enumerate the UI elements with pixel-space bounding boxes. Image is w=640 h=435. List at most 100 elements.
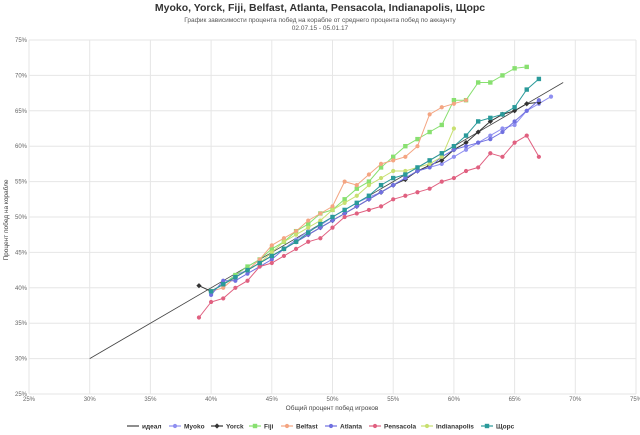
data-point [403, 168, 408, 174]
data-point [415, 144, 420, 149]
series-layer [89, 64, 564, 359]
data-point [475, 119, 481, 124]
legend-label: идеал [142, 423, 161, 430]
series-8-series [208, 76, 542, 294]
series-line [210, 99, 540, 296]
legend-label: Belfast [296, 423, 319, 430]
data-point [415, 165, 420, 170]
data-point [488, 115, 493, 121]
data-point [463, 98, 469, 103]
legend-item[interactable]: идеал [127, 423, 161, 430]
data-point [366, 207, 372, 213]
data-point [427, 112, 432, 117]
legend-swatch-marker [284, 423, 290, 429]
data-point [391, 175, 396, 181]
data-point [524, 101, 530, 107]
data-point [463, 144, 469, 149]
data-point [306, 221, 311, 227]
data-point [439, 151, 444, 156]
data-point [475, 80, 481, 85]
data-point [439, 157, 445, 163]
data-point [293, 229, 299, 234]
y-tick-label: 50% [15, 215, 28, 221]
data-point [463, 147, 469, 152]
x-tick-label: 70% [569, 397, 582, 403]
y-tick-label: 25% [15, 392, 28, 398]
legend-item[interactable]: Atlanta [325, 423, 362, 430]
data-point [378, 175, 384, 181]
data-point [342, 211, 347, 216]
data-point [415, 136, 420, 142]
data-point [366, 172, 372, 177]
y-axis-label: Процент побед на корабле [2, 179, 10, 260]
data-point [196, 283, 202, 289]
data-point [451, 126, 456, 131]
data-point [512, 105, 517, 110]
data-point [306, 218, 311, 223]
data-point [463, 168, 469, 174]
data-point [378, 161, 384, 166]
data-point [512, 119, 517, 124]
data-point [415, 168, 420, 174]
data-point [354, 211, 359, 216]
data-point [366, 183, 372, 188]
legend-item[interactable]: Pensacola [369, 423, 417, 430]
data-point [330, 225, 335, 230]
legend-item[interactable]: Yorck [211, 423, 244, 430]
chart-title: Myoko, Yorck, Fiji, Belfast, Atlanta, Pe… [155, 2, 485, 14]
legend-item[interactable]: Щорс [481, 423, 515, 430]
y-tick-label: 70% [15, 73, 28, 79]
data-point [403, 175, 408, 181]
data-point [488, 80, 493, 85]
data-point [512, 140, 517, 145]
data-point [245, 271, 250, 276]
data-point [342, 207, 347, 213]
y-tick-label: 75% [15, 38, 28, 44]
data-point [233, 274, 238, 280]
data-point [488, 133, 493, 138]
data-point [318, 236, 323, 241]
y-axis-ticks: 25% 30% 35% 40% 45% 50% 55% 60% 65% 70% 75% [15, 38, 28, 398]
data-point [536, 154, 541, 159]
data-point [487, 118, 493, 125]
data-point [209, 299, 214, 305]
series-line [210, 99, 467, 292]
legend-swatch-marker [252, 423, 258, 429]
data-point [378, 204, 384, 209]
legend-item[interactable]: Fiji [249, 423, 274, 430]
data-point [281, 253, 287, 259]
legend-item[interactable]: Indianapolis [421, 423, 474, 430]
data-point [281, 236, 287, 241]
data-point [257, 260, 262, 266]
data-point [476, 165, 481, 170]
data-point [512, 122, 517, 128]
data-point [463, 133, 469, 138]
data-point [318, 225, 323, 230]
legend-swatch-marker [372, 423, 378, 429]
legend-item[interactable]: Belfast [281, 423, 319, 430]
data-point [221, 282, 226, 287]
x-tick-label: 30% [84, 397, 97, 403]
data-point [403, 193, 408, 198]
x-axis-label: Общий процент побед игроков [286, 404, 379, 412]
data-point [403, 172, 408, 177]
legend-label: Indianapolis [436, 423, 474, 430]
data-point [378, 182, 384, 188]
legend-swatch-marker [484, 423, 490, 429]
data-point [463, 140, 469, 146]
series-line [198, 134, 540, 318]
data-point [475, 129, 481, 135]
legend-label: Myoko [184, 423, 205, 430]
data-point [524, 133, 529, 138]
data-point [488, 137, 493, 142]
data-point [403, 144, 408, 149]
data-point [548, 94, 554, 99]
x-axis-ticks: 25% 30% 35% 40% 45% 50% 55% 60% 65% 70% 75% [23, 397, 640, 403]
data-point [451, 101, 456, 106]
x-tick-label: 45% [266, 397, 279, 403]
legend-item[interactable]: Myoko [169, 423, 205, 430]
data-point [536, 76, 542, 82]
data-point [293, 232, 299, 237]
data-point [208, 289, 214, 294]
